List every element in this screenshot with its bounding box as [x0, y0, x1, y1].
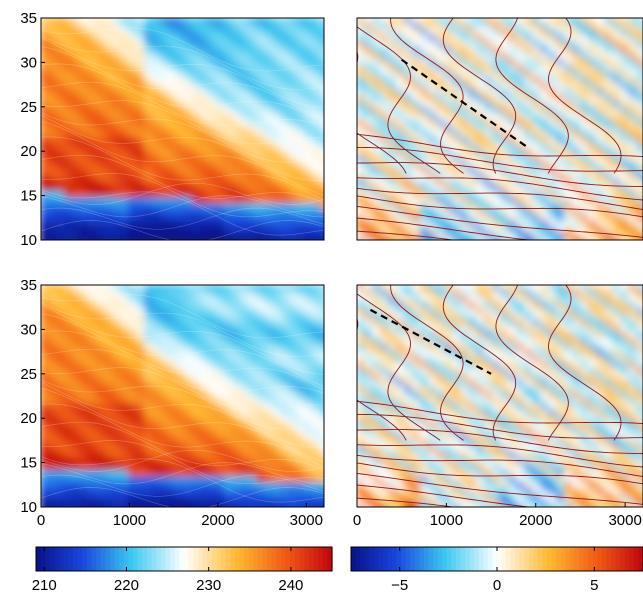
- y-tick-label: 35: [20, 277, 37, 294]
- heatmap-field: [41, 285, 324, 507]
- colorbar-tick-label: 210: [32, 577, 57, 594]
- axes-frame: [356, 284, 643, 508]
- contour-line: [357, 50, 407, 174]
- contour-line: [357, 26, 441, 174]
- contour-line: [357, 293, 441, 441]
- panel-top-left: 10 15 20 25 30 35: [20, 10, 325, 249]
- y-tick-label: 15: [20, 188, 37, 205]
- contour-line: [357, 400, 643, 425]
- contour-line: [548, 18, 622, 174]
- heatmap-field: [357, 18, 643, 240]
- colorbar-tick-label: 230: [196, 577, 221, 594]
- x-tick-label: 2000: [519, 512, 552, 529]
- colorbar-tick-label: −5: [391, 577, 408, 594]
- contour-line: [390, 18, 464, 174]
- x-tick-label: 3000: [290, 512, 323, 529]
- y-tick-label: 10: [20, 499, 37, 516]
- contour-line: [548, 285, 622, 441]
- colorbar-tick-label: 5: [590, 577, 598, 594]
- y-tick-label: 35: [20, 10, 37, 27]
- x-tick-label: 2000: [201, 512, 234, 529]
- contour-line: [357, 484, 533, 507]
- x-tick-label: 3000: [608, 512, 641, 529]
- colorbar-tick-label: 240: [278, 577, 303, 594]
- colorbar-tick-label: 0: [493, 577, 501, 594]
- axes-frame: [356, 17, 643, 241]
- y-tick-label: 10: [20, 232, 37, 249]
- dashed-line: [369, 308, 492, 375]
- axes-frame: [40, 284, 325, 508]
- contour-line: [357, 472, 643, 505]
- contour-line: [357, 454, 643, 478]
- x-tick-label: 0: [37, 512, 45, 529]
- contour-line: [357, 133, 643, 158]
- y-tick-label: 25: [20, 99, 37, 116]
- contour-line: [495, 18, 569, 174]
- contour-line: [357, 162, 643, 187]
- contour-line: [390, 285, 464, 441]
- contour-line: [357, 217, 533, 240]
- contour-line: [442, 285, 517, 441]
- contour-line: [357, 177, 643, 201]
- y-tick-label: 30: [20, 321, 37, 338]
- panel-bottom-right: 0 1000 2000 3000: [353, 284, 643, 529]
- y-tick-label: 25: [20, 366, 37, 383]
- contour-line: [357, 444, 643, 468]
- contour-line: [357, 497, 457, 507]
- contour-line: [357, 187, 643, 211]
- contour-line: [357, 205, 643, 238]
- y-tick-label: 20: [20, 410, 37, 427]
- contour-line: [357, 230, 457, 240]
- axes-frame: [40, 17, 325, 241]
- y-tick-label: 15: [20, 455, 37, 472]
- contour-line: [357, 195, 643, 218]
- contour-line: [357, 317, 407, 441]
- x-tick-label: 0: [353, 512, 361, 529]
- colorbar-tick-label: 220: [114, 577, 139, 594]
- x-tick-label: 1000: [113, 512, 146, 529]
- contour-line: [495, 285, 569, 441]
- dashed-line: [401, 58, 528, 148]
- panel-top-right: [356, 17, 643, 241]
- y-tick-label: 30: [20, 54, 37, 71]
- contour-line: [442, 18, 517, 174]
- colorbar-right: −5 0 5: [350, 546, 643, 594]
- contour-line: [357, 462, 643, 485]
- x-tick-label: 1000: [430, 512, 463, 529]
- panel-bottom-left: 10 15 20 25 30 35 0 1000 2000 3000: [20, 277, 325, 529]
- colorbar-left: 210 220 230 240: [32, 546, 333, 594]
- heatmap-field: [357, 285, 643, 507]
- contour-line: [357, 429, 643, 454]
- y-tick-label: 20: [20, 143, 37, 160]
